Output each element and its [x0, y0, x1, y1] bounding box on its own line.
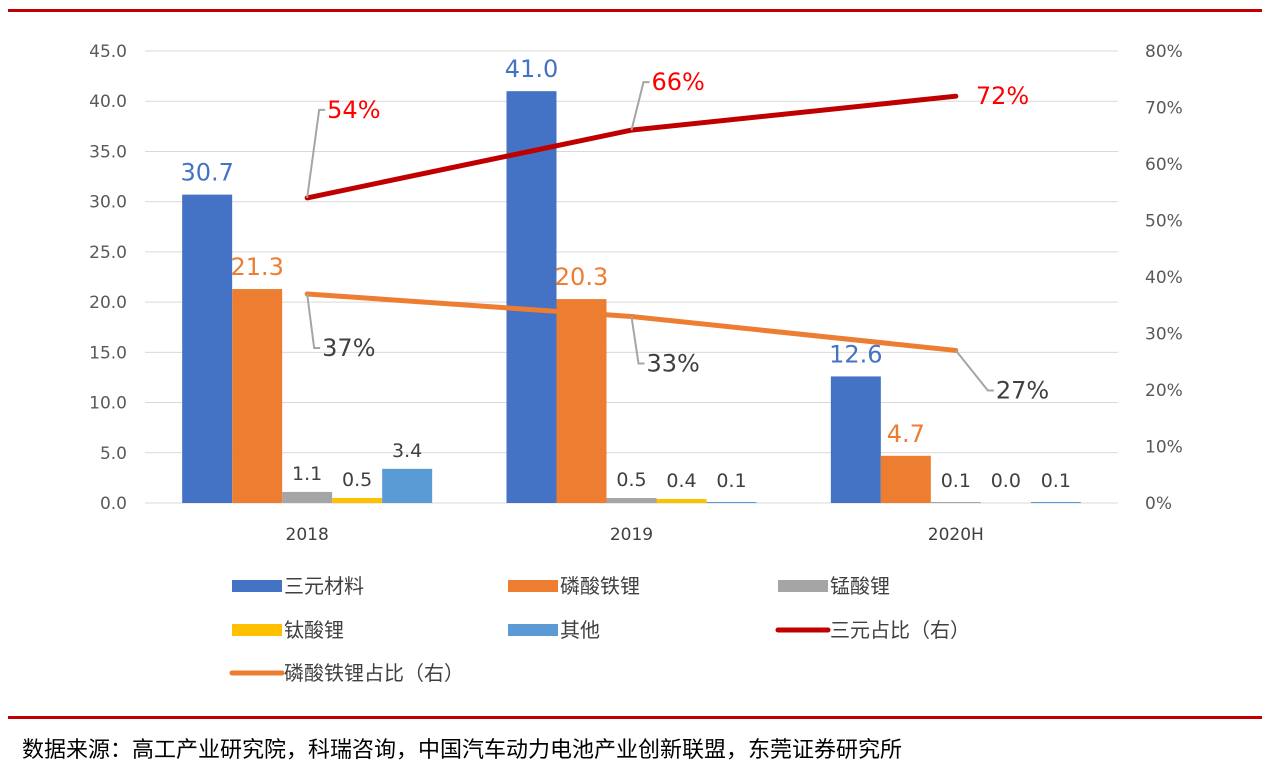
label-leader-line [306, 293, 321, 349]
bar-data-label: 0.1 [1041, 470, 1071, 492]
y-right-tick-label: 60% [1145, 155, 1183, 175]
y-right-tick-label: 50% [1145, 212, 1183, 232]
bar [282, 491, 333, 503]
bar-data-label: 12.6 [829, 340, 882, 368]
bar [556, 299, 607, 503]
x-category-label: 2019 [610, 525, 653, 545]
source-note: 数据来源：高工产业研究院，科瑞咨询，中国汽车动力电池产业创新联盟，东莞证券研究所 [22, 738, 903, 763]
bar [332, 497, 383, 503]
line-data-label: 66% [652, 68, 705, 96]
legend-swatch [508, 624, 558, 636]
legend-label: 其他 [560, 618, 600, 642]
legend-swatch [508, 580, 558, 592]
y-left-tick-label: 20.0 [89, 293, 127, 313]
bar [232, 289, 283, 503]
legend-label: 磷酸铁锂 [560, 574, 640, 598]
y-left-tick-label: 30.0 [89, 193, 127, 213]
legend-label: 钛酸锂 [284, 618, 344, 642]
bar [830, 376, 881, 503]
bar [706, 501, 757, 503]
bar-data-label: 0.1 [941, 470, 971, 492]
line-data-label: 37% [322, 334, 375, 362]
bar [182, 194, 233, 503]
bar [606, 497, 657, 503]
y-left-tick-label: 40.0 [89, 92, 127, 112]
bar-data-label: 1.1 [292, 463, 322, 485]
line-data-label: 54% [327, 96, 380, 124]
bar-data-label: 0.4 [666, 470, 696, 492]
y-left-tick-label: 0.0 [100, 494, 127, 514]
y-right-tick-label: 10% [1145, 438, 1183, 458]
label-leader-line [630, 81, 650, 131]
bar-data-label: 4.7 [887, 420, 925, 448]
y-right-tick-label: 70% [1145, 99, 1183, 119]
bar [930, 501, 981, 503]
line-series [304, 93, 959, 201]
legend-label: 磷酸铁锂占比（右） [284, 661, 464, 685]
battery-material-chart: 0.0 5.0 10.0 15.0 20.0 25.0 30.0 35.0 40.0 45.0 0%… [89, 42, 1183, 685]
label-leader-line [630, 316, 645, 365]
line-data-label: 33% [647, 350, 700, 378]
legend-swatch [232, 624, 282, 636]
bar-data-label: 3.4 [392, 440, 422, 462]
legend-label: 锰酸锂 [830, 574, 890, 598]
y-right-tick-label: 30% [1145, 325, 1183, 345]
legend-swatch [778, 580, 828, 592]
bar [656, 498, 707, 503]
y-left-tick-label: 15.0 [89, 343, 127, 363]
y-right-tick-label: 0% [1145, 494, 1172, 514]
bottom-rule [8, 716, 1262, 719]
bar [506, 91, 557, 503]
line-data-label: 72% [976, 82, 1029, 110]
y-right-tick-label: 40% [1145, 268, 1183, 288]
bar [382, 468, 433, 503]
y-left-tick-label: 45.0 [89, 42, 127, 62]
legend-swatch [232, 580, 282, 592]
bar-data-label: 0.1 [716, 470, 746, 492]
y-right-tick-label: 20% [1145, 381, 1183, 401]
top-rule [8, 9, 1262, 12]
legend-label: 三元占比（右） [830, 618, 970, 642]
bar-data-label: 41.0 [505, 55, 558, 83]
y-left-tick-label: 10.0 [89, 394, 127, 414]
y-left-tick-label: 5.0 [100, 444, 127, 464]
bar-data-label: 0.5 [342, 469, 372, 491]
bar-data-label: 20.3 [555, 263, 608, 291]
bar-data-label: 30.7 [180, 159, 233, 187]
label-leader-line [955, 349, 994, 392]
bar-data-label: 21.3 [230, 253, 283, 281]
label-leader-line [306, 108, 326, 199]
bar-data-label: 0.0 [991, 470, 1021, 492]
y-right-tick-label: 80% [1145, 42, 1183, 62]
y-left-tick-label: 25.0 [89, 243, 127, 263]
y-left-tick-label: 35.0 [89, 142, 127, 162]
bar [880, 455, 931, 503]
line-data-label: 27% [996, 376, 1049, 404]
x-category-label: 2018 [286, 525, 329, 545]
bar-data-label: 0.5 [616, 469, 646, 491]
bar [1030, 501, 1081, 503]
x-category-label: 2020H [928, 525, 984, 545]
legend-label: 三元材料 [284, 574, 364, 598]
